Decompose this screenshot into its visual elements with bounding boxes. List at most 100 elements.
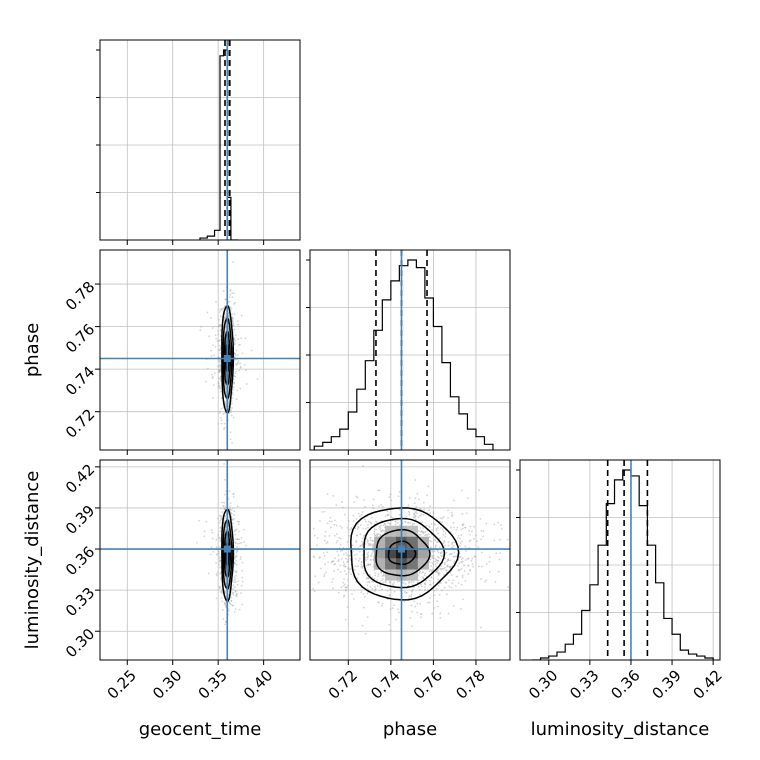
sample-point <box>227 312 230 315</box>
sample-point <box>231 393 234 396</box>
sample-point <box>424 531 427 533</box>
sample-point <box>211 377 214 379</box>
sample-point <box>480 538 483 541</box>
sample-point <box>323 510 326 513</box>
sample-point <box>343 584 345 587</box>
sample-point <box>456 552 459 555</box>
sample-point <box>336 524 338 527</box>
sample-point <box>232 584 235 587</box>
sample-point <box>469 525 472 528</box>
sample-point <box>218 559 221 562</box>
sample-point <box>460 608 463 610</box>
sample-point <box>199 329 202 331</box>
density-cell <box>374 547 386 559</box>
panel-content <box>100 40 300 240</box>
sample-point <box>444 561 446 564</box>
sample-point <box>355 557 357 560</box>
truth-marker <box>223 355 231 363</box>
sample-point <box>312 587 315 590</box>
sample-point <box>372 550 375 553</box>
sample-point <box>232 493 235 496</box>
sample-point <box>389 588 391 591</box>
sample-point <box>233 562 236 565</box>
sample-point <box>342 595 345 598</box>
sample-point <box>417 516 420 519</box>
sample-point <box>493 539 496 542</box>
sample-point <box>455 528 458 531</box>
sample-point <box>333 570 336 572</box>
sample-point <box>233 518 235 520</box>
sample-point <box>378 505 380 507</box>
sample-point <box>410 593 413 596</box>
sample-point <box>421 576 424 579</box>
sample-point <box>476 540 479 543</box>
sample-point <box>443 574 445 576</box>
sample-point <box>461 558 463 561</box>
sample-point <box>323 554 326 557</box>
sample-point <box>352 514 355 517</box>
sample-point <box>233 576 236 578</box>
sample-point <box>203 535 206 538</box>
density-cell <box>406 536 418 548</box>
histogram-step <box>532 469 714 660</box>
sample-point <box>460 489 463 492</box>
sample-point <box>360 561 363 563</box>
sample-point <box>241 603 244 606</box>
sample-point <box>380 503 383 506</box>
sample-point <box>238 530 240 533</box>
sample-point <box>345 557 348 560</box>
sample-point <box>348 568 351 571</box>
sample-point <box>457 582 460 584</box>
sample-point <box>359 523 362 526</box>
sample-point <box>437 532 440 535</box>
sample-point <box>230 596 233 599</box>
sample-point <box>256 378 259 380</box>
sample-point <box>355 534 358 537</box>
sample-point <box>346 578 349 581</box>
sample-point <box>470 530 473 533</box>
sample-point <box>243 541 245 543</box>
sample-point <box>220 407 223 410</box>
sample-point <box>445 593 448 596</box>
sample-point <box>464 579 467 582</box>
sample-point <box>388 623 391 626</box>
sample-point <box>218 359 220 362</box>
sample-point <box>422 501 425 504</box>
sample-point <box>218 311 221 313</box>
sample-point <box>237 359 240 362</box>
sample-point <box>450 515 453 518</box>
panel-content <box>100 250 300 450</box>
sample-point <box>464 545 467 548</box>
sample-point <box>435 530 438 532</box>
sample-point <box>212 384 215 387</box>
sample-point <box>217 423 220 425</box>
sample-point <box>228 490 231 492</box>
sample-point <box>413 522 416 525</box>
sample-point <box>429 505 431 508</box>
density-cell <box>406 569 418 581</box>
sample-point <box>418 498 420 501</box>
sample-point <box>378 601 380 604</box>
sample-point <box>410 590 413 593</box>
sample-point <box>443 586 446 589</box>
sample-point <box>236 584 239 586</box>
density-cell <box>385 547 397 559</box>
sample-point <box>446 560 448 563</box>
sample-point <box>429 512 432 514</box>
sample-point <box>441 528 444 531</box>
sample-point <box>433 590 436 592</box>
sample-point <box>449 559 452 562</box>
sample-point <box>388 580 391 583</box>
sample-point <box>223 428 225 431</box>
sample-point <box>449 526 452 529</box>
sample-point <box>355 540 357 543</box>
sample-point <box>345 551 347 554</box>
sample-point <box>419 589 421 592</box>
sample-point <box>440 517 442 520</box>
sample-point <box>237 323 240 326</box>
sample-point <box>235 559 237 562</box>
sample-point <box>210 546 213 549</box>
sample-point <box>344 588 347 591</box>
sample-point <box>359 545 362 548</box>
sample-point <box>234 571 237 574</box>
